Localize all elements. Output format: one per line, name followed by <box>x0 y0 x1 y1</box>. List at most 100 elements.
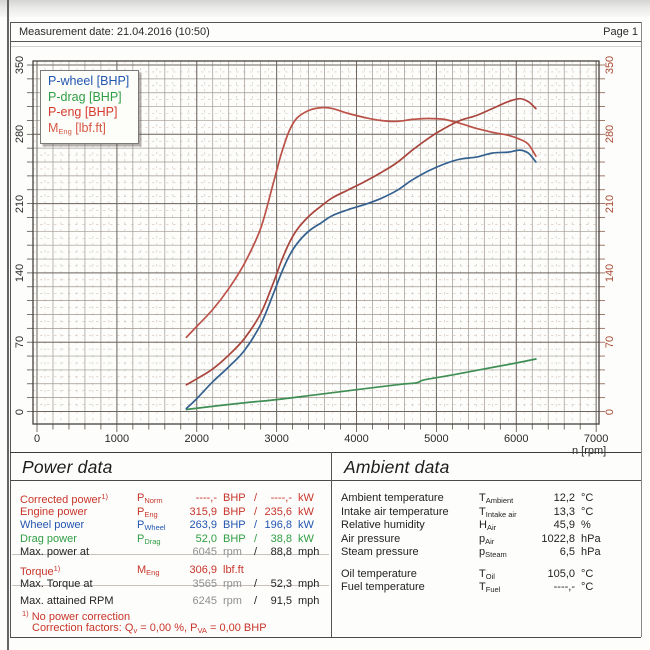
page-number-label: Page 1 <box>603 26 638 38</box>
row-unit: °C <box>581 505 594 518</box>
x-tick-label: 1000 <box>104 433 130 445</box>
row-label: Max. Torque at <box>20 577 93 590</box>
x-tick-label: 0 <box>33 433 41 445</box>
row-slash: / <box>254 519 258 531</box>
left-y-tick-label: 210 <box>14 194 26 213</box>
row-label: Oil temperature <box>341 567 417 580</box>
power-table-row: Engine power PEng 315,9 BHP / 235,6 kW <box>10 506 331 519</box>
row-unit-2: mph <box>298 577 320 590</box>
row-unit: °C <box>581 492 594 504</box>
x-tick-label: 5000 <box>424 433 449 445</box>
row-symbol: PEng <box>137 505 158 519</box>
row-symbol: PNorm <box>137 492 163 505</box>
ambient-table-row: Ambient temperature TAmbient 12,2 °C <box>331 492 641 505</box>
tables-divider <box>331 452 332 637</box>
row-value-1: 6045 <box>192 546 217 558</box>
row-label: Wheel power <box>20 519 85 531</box>
ambient-data-title: Ambient data <box>344 457 450 477</box>
ambient-table-row: Steam pressure pSteam 6,5 hPa <box>331 546 641 559</box>
row-unit-1: BHP <box>223 492 246 504</box>
row-symbol: TIntake air <box>479 505 517 519</box>
row-label: Intake air temperature <box>341 505 449 518</box>
row-label: Relative humidity <box>341 519 425 531</box>
row-slash: / <box>254 577 258 590</box>
row-symbol: pSteam <box>479 546 507 559</box>
tables-top-rule <box>10 452 641 453</box>
row-unit-1: rpm <box>223 546 242 558</box>
power-table-row: Max. power at 6045 rpm / 88,8 mph <box>10 546 331 559</box>
row-label: Drag power <box>20 532 77 545</box>
x-tick-label: 7000 <box>583 433 609 445</box>
row-value-1: 6245 <box>192 594 217 607</box>
scan-artifact-top-band <box>0 0 650 17</box>
left-y-tick-label: 350 <box>14 55 26 75</box>
row-symbol: PWheel <box>137 519 166 532</box>
power-table-row: Drag power PDrag 52,0 BHP / 38,8 kW <box>10 533 331 546</box>
axis-ticks <box>27 64 605 432</box>
footnote-line-2: Correction factors: Qv = 0,00 %, PVA = 0… <box>32 622 267 635</box>
right-y-tick-label: 0 <box>604 408 616 415</box>
row-value-1: 52,0 <box>195 532 217 545</box>
tables-bottom-rule <box>10 637 641 638</box>
row-value: 1022,8 <box>541 532 575 545</box>
row-unit: °C <box>581 581 594 593</box>
row-slash: / <box>254 505 258 518</box>
row-label: Corrected power1) <box>20 492 108 506</box>
row-unit-1: rpm <box>223 577 242 590</box>
row-value-2: 88,8 <box>270 546 292 558</box>
ambient-table-row: Oil temperature TOil 105,0 °C <box>331 568 641 581</box>
row-value-1: 3565 <box>192 577 217 590</box>
header-top-rule <box>10 22 641 23</box>
row-unit: % <box>581 519 591 531</box>
row-value: 45,9 <box>553 519 575 531</box>
power-table-row: Torque1) MEng 306,9 lbf.ft <box>10 564 331 578</box>
row-value: 6,5 <box>559 546 575 558</box>
power-table-row: Max. Torque at 3565 rpm / 52,3 mph <box>10 578 331 591</box>
power-table-row: Max. attained RPM 6245 rpm / 91,5 mph <box>10 595 331 608</box>
left-y-tick-label: 280 <box>14 125 26 144</box>
x-tick-label: 2000 <box>184 433 209 445</box>
left-y-tick-label: 70 <box>14 336 26 349</box>
ambient-data-table: Ambient temperature TAmbient 12,2 °C Intake … <box>331 481 641 637</box>
legend-item-p-drag: P-drag [BHP] <box>48 89 122 104</box>
row-symbol: TOil <box>479 567 495 581</box>
row-label: Max. attained RPM <box>20 594 114 607</box>
row-unit: hPa <box>581 546 601 558</box>
power-separator <box>12 585 329 586</box>
right-y-tick-label: 140 <box>604 263 616 283</box>
series-p-drag-bhp <box>185 358 537 411</box>
series-meng-lbf-ft <box>185 106 537 339</box>
power-table-row: Wheel power PWheel 263,9 BHP / 196,8 kW <box>10 519 331 532</box>
row-unit: °C <box>581 567 594 580</box>
legend-item-m-eng: MEng [lbf.ft] <box>48 120 106 136</box>
row-unit: hPa <box>581 532 601 545</box>
row-symbol: MEng <box>137 564 160 577</box>
row-symbol: PDrag <box>137 532 161 546</box>
ambient-table-row: Fuel temperature TFuel ----,- °C <box>331 581 641 594</box>
row-label: Engine power <box>20 505 88 518</box>
legend-item-p-eng: P-eng [BHP] <box>48 105 118 119</box>
left-y-tick-label: 140 <box>14 263 26 283</box>
row-value-2: 196,8 <box>264 519 292 531</box>
row-symbol: TFuel <box>479 581 501 594</box>
row-unit-1: BHP <box>223 519 246 531</box>
right-y-tick-label: 350 <box>604 55 616 75</box>
row-value-1: 306,9 <box>189 564 217 576</box>
row-unit-2: kW <box>298 492 314 504</box>
dyno-chart-plot <box>27 60 605 432</box>
row-value-2: 235,6 <box>264 505 292 518</box>
row-slash: / <box>254 546 258 558</box>
row-unit-2: mph <box>298 546 320 558</box>
row-value-1: 263,9 <box>189 519 217 531</box>
row-value-1: 315,9 <box>189 505 217 518</box>
power-separator <box>12 553 329 555</box>
row-unit-1: rpm <box>223 594 242 607</box>
row-unit-1: BHP <box>223 505 246 518</box>
power-data-title: Power data <box>22 457 113 477</box>
row-value: 13,3 <box>553 505 575 518</box>
power-data-table: 1) No power correction Correction factor… <box>10 481 331 637</box>
row-value: 105,0 <box>547 567 575 580</box>
right-y-tick-label: 70 <box>604 336 616 349</box>
chart-grid <box>33 61 599 424</box>
